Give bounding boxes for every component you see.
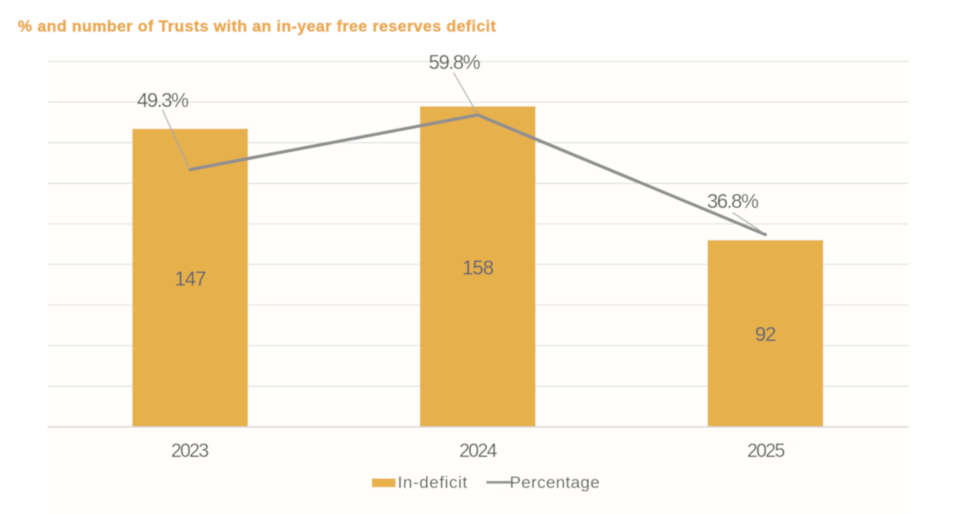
- svg-text:158: 158: [462, 257, 494, 279]
- svg-text:92: 92: [755, 324, 776, 346]
- svg-text:147: 147: [175, 269, 207, 291]
- svg-text:% and number of Trusts with an: % and number of Trusts with an in-year f…: [18, 18, 497, 35]
- svg-text:2023: 2023: [171, 441, 209, 462]
- svg-text:36.8%: 36.8%: [707, 191, 759, 213]
- svg-text:In-deficit: In-deficit: [398, 473, 468, 492]
- svg-text:59.8%: 59.8%: [429, 52, 481, 74]
- svg-text:2025: 2025: [747, 441, 785, 462]
- svg-text:Percentage: Percentage: [510, 473, 600, 492]
- svg-text:2024: 2024: [459, 441, 498, 462]
- svg-text:49.3%: 49.3%: [137, 90, 189, 112]
